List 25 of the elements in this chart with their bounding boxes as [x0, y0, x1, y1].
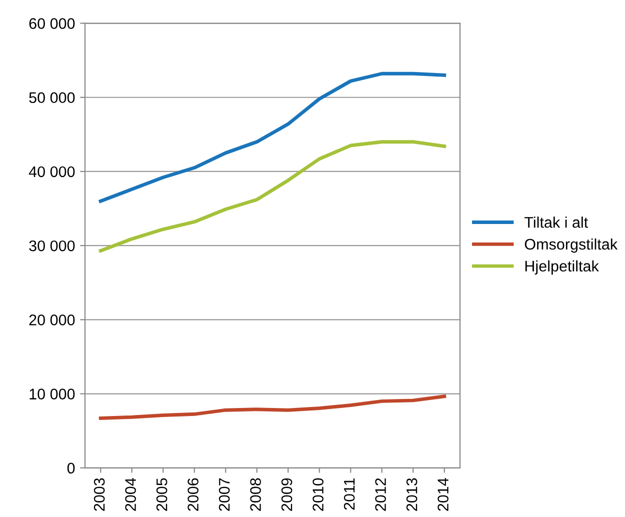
x-tick-label: 2007: [218, 478, 230, 511]
y-tick-label: 30 000: [29, 240, 75, 252]
line-series: [98, 72, 446, 203]
x-tick-label: 2012: [375, 478, 386, 511]
legend-label: Hjelpetiltak: [525, 260, 599, 275]
line-series: [98, 140, 446, 252]
y-tick-label: 10 000: [30, 388, 75, 400]
legend-label: Tiltak i alt: [524, 216, 588, 228]
x-tick-label: 2004: [125, 478, 136, 511]
x-tick-label: 2009: [281, 478, 292, 511]
y-tick-label: 50 000: [29, 92, 75, 104]
x-tick-label: 2005: [156, 478, 168, 511]
x-tick-label: 2008: [250, 478, 261, 511]
legend-label: Omsorgstiltak: [524, 238, 618, 253]
line-series: [98, 394, 446, 420]
x-tick-label: 2011: [344, 478, 355, 510]
y-tick-label: 60 000: [29, 18, 75, 29]
y-tick-label: 20 000: [29, 314, 75, 326]
x-tick-label: 2006: [188, 478, 198, 511]
x-tick-label: 2010: [312, 478, 324, 511]
x-tick-label: 2003: [94, 478, 105, 511]
x-tick-label: 2013: [406, 478, 418, 511]
x-tick-label: 2014: [438, 478, 448, 511]
y-tick-label: 0: [67, 462, 75, 474]
y-tick-label: 40 000: [28, 166, 75, 178]
